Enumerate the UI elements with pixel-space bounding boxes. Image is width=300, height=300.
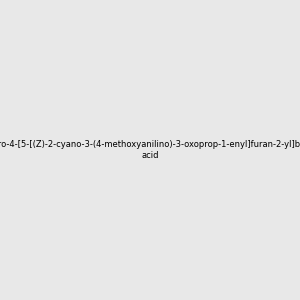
Text: 2-chloro-4-[5-[(Z)-2-cyano-3-(4-methoxyanilino)-3-oxoprop-1-enyl]furan-2-yl]benz: 2-chloro-4-[5-[(Z)-2-cyano-3-(4-methoxya… — [0, 140, 300, 160]
